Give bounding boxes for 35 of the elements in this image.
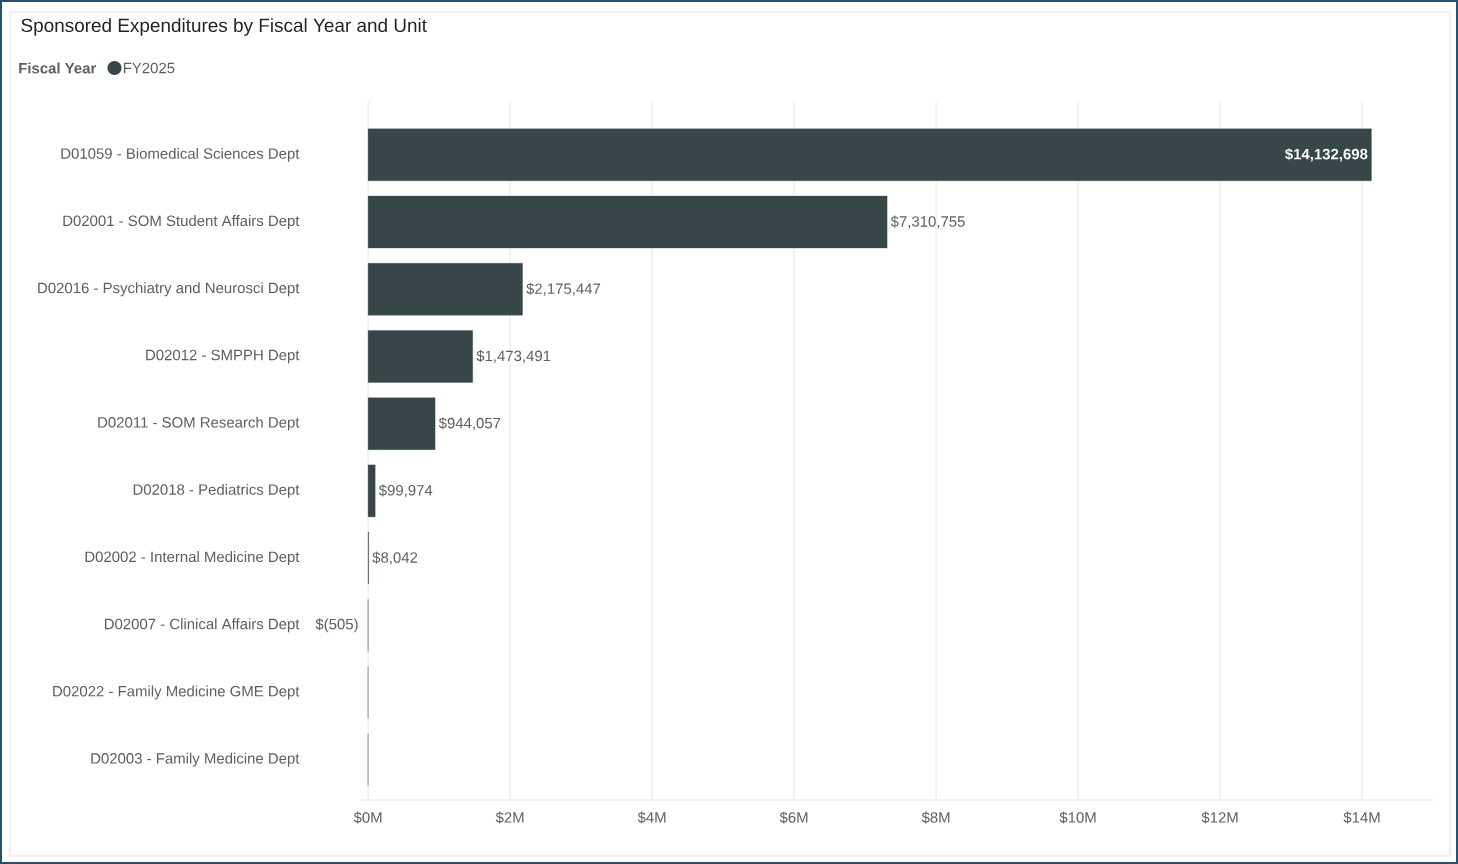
y-tick-label: D02018 - Pediatrics Dept [133, 483, 300, 498]
x-tick-label: $10M [1059, 811, 1096, 824]
x-tick-label: $4M [637, 811, 666, 824]
x-tick-label: $0M [353, 811, 382, 824]
x-tick-label: $2M [495, 811, 524, 824]
bar [367, 397, 436, 450]
y-tick-label: D02022 - Family Medicine GME Dept [53, 685, 300, 700]
data-label: $944,057 [438, 417, 501, 431]
y-tick-label: D02002 - Internal Medicine Dept [85, 551, 300, 566]
y-tick-label: D02007 - Clinical Affairs Dept [104, 618, 300, 633]
data-label: $(505) [315, 618, 358, 633]
bar [367, 263, 523, 316]
data-label: $8,042 [372, 551, 418, 565]
data-label: $14,132,698 [1285, 148, 1368, 162]
y-tick-label: D02011 - SOM Research Dept [98, 416, 300, 431]
bar [367, 330, 473, 383]
bar [367, 195, 888, 249]
bar [367, 128, 1372, 181]
y-tick-label: D02003 - Family Medicine Dept [91, 752, 300, 767]
x-tick-label: $6M [779, 811, 808, 824]
data-label: $1,473,491 [476, 349, 551, 363]
y-tick-label: D01059 - Biomedical Sciences Dept [61, 147, 300, 162]
x-tick-label: $8M [921, 811, 950, 824]
y-tick-label: D02012 - SMPPH Dept [146, 349, 300, 364]
data-label: $7,310,755 [890, 215, 965, 229]
y-tick-label: D02001 - SOM Student Affairs Dept [63, 215, 300, 230]
bar [367, 464, 376, 518]
x-tick-label: $14M [1343, 811, 1380, 824]
x-tick-label: $12M [1201, 811, 1238, 824]
data-label: $99,974 [378, 484, 433, 498]
legend-label: FY2025 [123, 62, 175, 74]
chart-title: Sponsored Expenditures by Fiscal Year and Unit [21, 18, 427, 36]
y-tick-label: D02016 - Psychiatry and Neurosci Dept [38, 282, 300, 297]
data-label: $2,175,447 [526, 282, 601, 296]
legend-title: Fiscal Year [19, 62, 97, 74]
